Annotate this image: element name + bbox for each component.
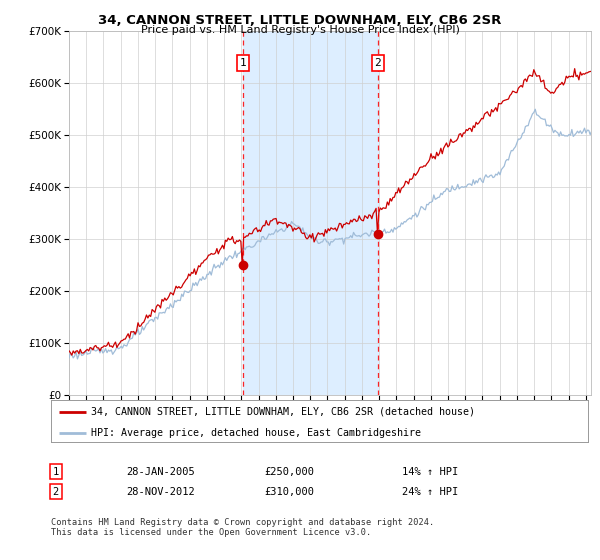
Text: 1: 1: [239, 58, 246, 68]
Text: 34, CANNON STREET, LITTLE DOWNHAM, ELY, CB6 2SR: 34, CANNON STREET, LITTLE DOWNHAM, ELY, …: [98, 14, 502, 27]
Text: 28-NOV-2012: 28-NOV-2012: [126, 487, 195, 497]
Text: Contains HM Land Registry data © Crown copyright and database right 2024.
This d: Contains HM Land Registry data © Crown c…: [51, 518, 434, 538]
Text: 2: 2: [53, 487, 59, 497]
Bar: [242, 31, 378, 395]
Text: 28-JAN-2005: 28-JAN-2005: [126, 466, 195, 477]
Text: 2: 2: [374, 58, 381, 68]
Text: 1: 1: [53, 466, 59, 477]
Text: Price paid vs. HM Land Registry's House Price Index (HPI): Price paid vs. HM Land Registry's House …: [140, 25, 460, 35]
Text: 34, CANNON STREET, LITTLE DOWNHAM, ELY, CB6 2SR (detached house): 34, CANNON STREET, LITTLE DOWNHAM, ELY, …: [91, 407, 475, 417]
Text: £310,000: £310,000: [264, 487, 314, 497]
Text: £250,000: £250,000: [264, 466, 314, 477]
Text: 14% ↑ HPI: 14% ↑ HPI: [402, 466, 458, 477]
Text: HPI: Average price, detached house, East Cambridgeshire: HPI: Average price, detached house, East…: [91, 428, 421, 438]
Text: 24% ↑ HPI: 24% ↑ HPI: [402, 487, 458, 497]
